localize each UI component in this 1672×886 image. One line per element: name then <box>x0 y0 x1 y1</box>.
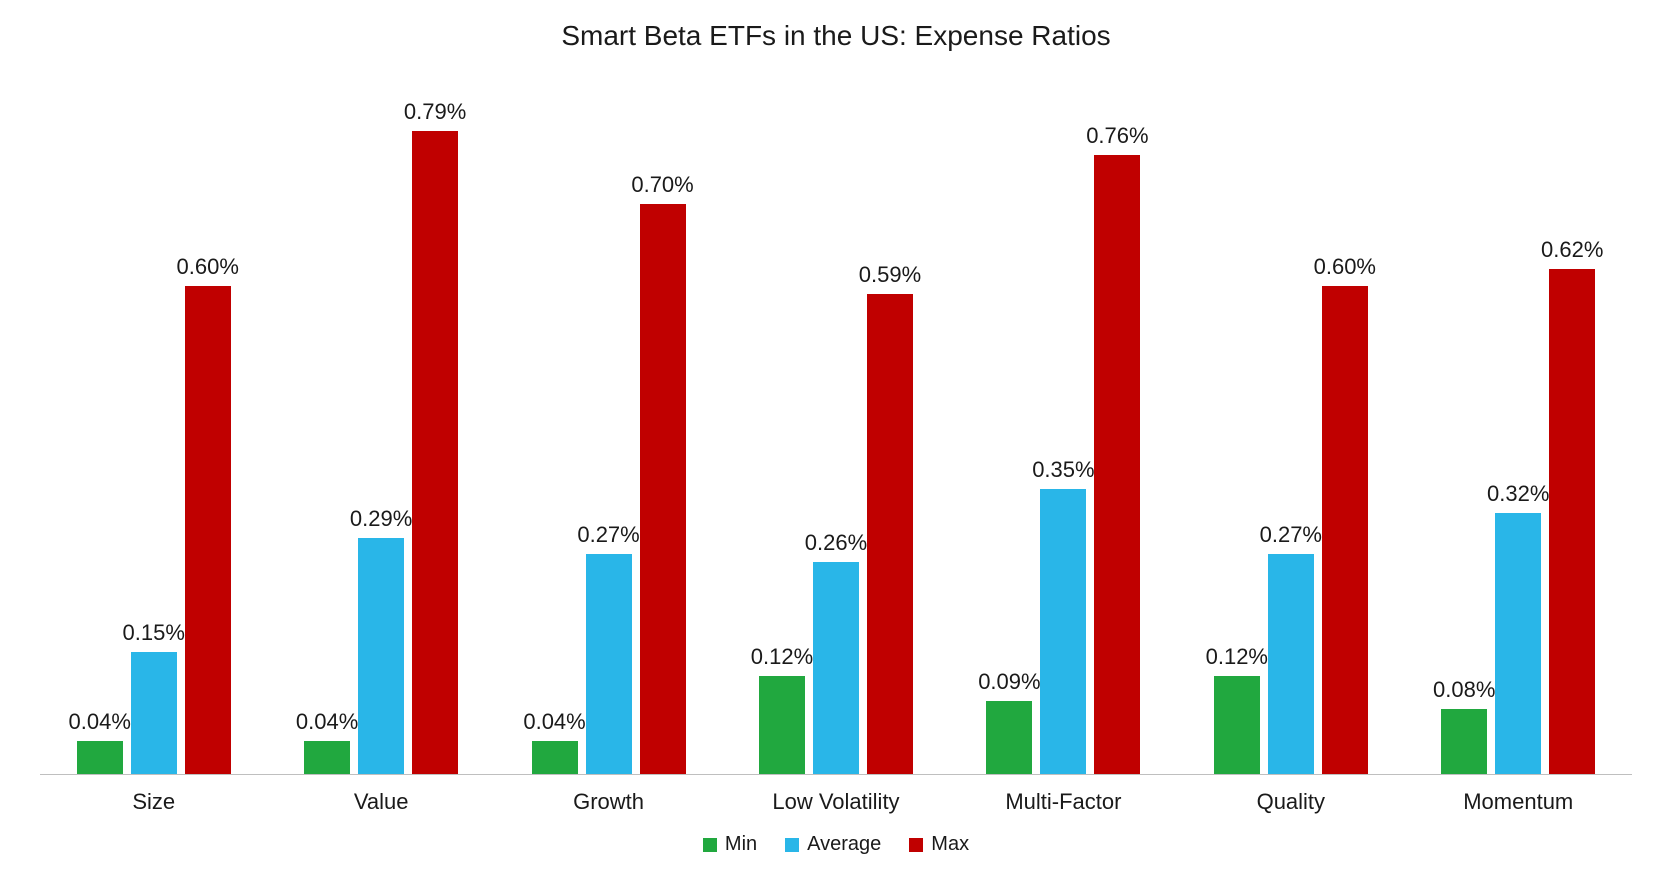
bar <box>867 294 913 774</box>
legend-label: Average <box>807 833 881 856</box>
x-axis-label: Value <box>267 789 494 815</box>
bar <box>532 741 578 774</box>
bar-group: 0.12%0.26%0.59% <box>722 82 949 774</box>
bar-group: 0.12%0.27%0.60% <box>1177 82 1404 774</box>
bar <box>1094 155 1140 774</box>
bar <box>1040 489 1086 774</box>
bars: 0.12%0.27%0.60% <box>1177 82 1404 774</box>
plot-area: 0.04%0.15%0.60%0.04%0.29%0.79%0.04%0.27%… <box>40 82 1632 775</box>
bars: 0.04%0.29%0.79% <box>267 82 494 774</box>
chart-title: Smart Beta ETFs in the US: Expense Ratio… <box>40 20 1632 52</box>
legend-swatch <box>909 838 923 852</box>
bar <box>586 554 632 774</box>
bar-column: 0.32% <box>1495 82 1541 774</box>
bar-column: 0.59% <box>867 82 913 774</box>
legend-swatch <box>785 838 799 852</box>
bar <box>1495 513 1541 774</box>
legend-label: Max <box>931 833 969 856</box>
bar-column: 0.12% <box>759 82 805 774</box>
bar-groups: 0.04%0.15%0.60%0.04%0.29%0.79%0.04%0.27%… <box>40 82 1632 774</box>
bar <box>1322 286 1368 774</box>
legend-swatch <box>703 838 717 852</box>
legend-item: Min <box>703 833 757 856</box>
chart-container: Smart Beta ETFs in the US: Expense Ratio… <box>0 0 1672 886</box>
bar-value-label: 0.62% <box>1502 237 1642 263</box>
bars: 0.04%0.15%0.60% <box>40 82 267 774</box>
legend-label: Min <box>725 833 757 856</box>
bar-value-label: 0.79% <box>365 99 505 125</box>
bar-group: 0.09%0.35%0.76% <box>950 82 1177 774</box>
bar-value-label: 0.70% <box>593 172 733 198</box>
bar-column: 0.62% <box>1549 82 1595 774</box>
bar-value-label: 0.60% <box>138 254 278 280</box>
x-axis-label: Multi-Factor <box>950 789 1177 815</box>
bar-column: 0.15% <box>131 82 177 774</box>
bar <box>131 652 177 774</box>
bar <box>185 286 231 774</box>
bar <box>1549 269 1595 774</box>
bar-group: 0.04%0.29%0.79% <box>267 82 494 774</box>
bar <box>412 131 458 774</box>
bar <box>1268 554 1314 774</box>
x-axis-label: Low Volatility <box>722 789 949 815</box>
bar <box>1441 709 1487 774</box>
bar-column: 0.35% <box>1040 82 1086 774</box>
bar-column: 0.04% <box>77 82 123 774</box>
bar-group: 0.04%0.15%0.60% <box>40 82 267 774</box>
bar <box>1214 676 1260 774</box>
bars: 0.08%0.32%0.62% <box>1405 82 1632 774</box>
legend-item: Average <box>785 833 881 856</box>
bar <box>640 204 686 774</box>
bar-column: 0.26% <box>813 82 859 774</box>
x-axis-label: Momentum <box>1405 789 1632 815</box>
bar-value-label: 0.76% <box>1047 123 1187 149</box>
bar <box>986 701 1032 774</box>
bar <box>358 538 404 774</box>
bar <box>759 676 805 774</box>
bar-value-label: 0.59% <box>820 262 960 288</box>
bar-group: 0.08%0.32%0.62% <box>1405 82 1632 774</box>
bars: 0.04%0.27%0.70% <box>495 82 722 774</box>
bar-column: 0.12% <box>1214 82 1260 774</box>
bar-column: 0.29% <box>358 82 404 774</box>
bar-column: 0.04% <box>304 82 350 774</box>
x-axis-label: Growth <box>495 789 722 815</box>
bar <box>813 562 859 774</box>
bar-column: 0.09% <box>986 82 1032 774</box>
x-axis: SizeValueGrowthLow VolatilityMulti-Facto… <box>40 789 1632 815</box>
bar-column: 0.60% <box>1322 82 1368 774</box>
legend: Min Average Max <box>40 833 1632 856</box>
bar-column: 0.76% <box>1094 82 1140 774</box>
x-axis-label: Size <box>40 789 267 815</box>
bar <box>304 741 350 774</box>
bar-column: 0.60% <box>185 82 231 774</box>
bar-column: 0.70% <box>640 82 686 774</box>
bars: 0.09%0.35%0.76% <box>950 82 1177 774</box>
bar-column: 0.27% <box>1268 82 1314 774</box>
bar-column: 0.79% <box>412 82 458 774</box>
legend-item: Max <box>909 833 969 856</box>
bar-column: 0.04% <box>532 82 578 774</box>
x-axis-label: Quality <box>1177 789 1404 815</box>
bar-group: 0.04%0.27%0.70% <box>495 82 722 774</box>
bar-column: 0.08% <box>1441 82 1487 774</box>
bar-value-label: 0.60% <box>1275 254 1415 280</box>
bars: 0.12%0.26%0.59% <box>722 82 949 774</box>
bar <box>77 741 123 774</box>
